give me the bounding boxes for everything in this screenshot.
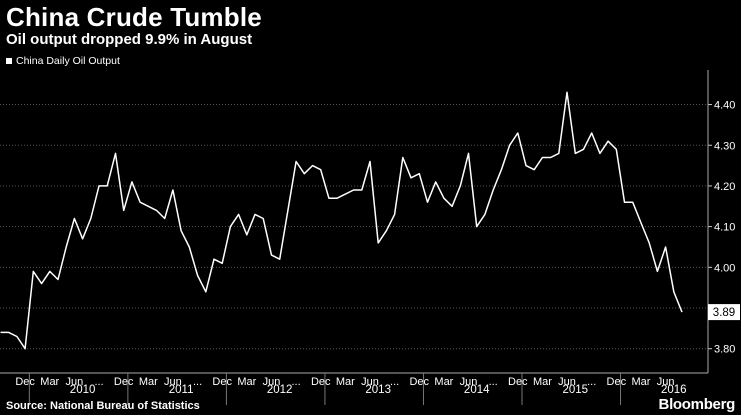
last-value-label: 3.89 (713, 307, 735, 319)
y-tick-label: 4.30 (714, 140, 735, 152)
source-note: Source: National Bureau of Statistics (6, 400, 200, 412)
x-tick-label: ... (587, 376, 596, 388)
year-label: 2012 (267, 384, 293, 396)
x-tick-label: Mar (434, 376, 453, 388)
chart-subtitle: Oil output dropped 9.9% in August (6, 31, 253, 48)
x-tick-label: Jun (460, 376, 478, 388)
year-label: 2014 (464, 384, 490, 396)
year-label: 2013 (365, 384, 391, 396)
year-label: 2016 (661, 384, 687, 396)
x-tick-label: Jun (558, 376, 576, 388)
year-label: 2011 (169, 384, 194, 396)
x-tick-label: Mar (40, 376, 59, 388)
x-tick-label: Mar (237, 376, 256, 388)
x-tick-label: ... (489, 376, 498, 388)
x-tick-label: Dec (311, 376, 331, 388)
year-label: 2015 (562, 384, 588, 396)
y-tick-label: 4.20 (714, 181, 735, 193)
x-tick-label: Mar (336, 376, 355, 388)
x-tick-label: Dec (114, 376, 134, 388)
x-tick-label: Jun (263, 376, 281, 388)
legend-swatch (6, 58, 12, 64)
x-tick-label: Jun (66, 376, 84, 388)
x-tick-label: Mar (631, 376, 650, 388)
x-tick-label: ... (193, 376, 202, 388)
bloomberg-logo: Bloomberg (658, 396, 736, 413)
y-tick-label: 3.80 (714, 344, 735, 356)
x-tick-label: ... (94, 376, 103, 388)
last-value-badge (708, 304, 740, 321)
x-tick-label: Dec (409, 376, 429, 388)
y-tick-label: 4.40 (714, 100, 735, 112)
x-tick-label: Dec (508, 376, 528, 388)
year-label: 2010 (70, 384, 96, 396)
x-tick-label: ... (292, 376, 301, 388)
x-tick-label: ... (390, 376, 399, 388)
legend-label: China Daily Oil Output (16, 55, 120, 67)
x-tick-label: Jun (361, 376, 379, 388)
x-tick-label: Dec (607, 376, 627, 388)
chart-title: China Crude Tumble (6, 2, 262, 32)
x-tick-label: Dec (212, 376, 232, 388)
x-tick-label: Dec (15, 376, 35, 388)
x-tick-label: Jun (164, 376, 182, 388)
x-tick-label: Mar (139, 376, 158, 388)
y-tick-label: 4.00 (714, 262, 735, 274)
series-line-china-daily-oil-output (0, 91, 683, 350)
legend: China Daily Oil Output (6, 55, 120, 67)
x-tick-label: Jun (657, 376, 675, 388)
y-tick-label: 4.10 (714, 222, 735, 234)
x-tick-label: Mar (533, 376, 552, 388)
